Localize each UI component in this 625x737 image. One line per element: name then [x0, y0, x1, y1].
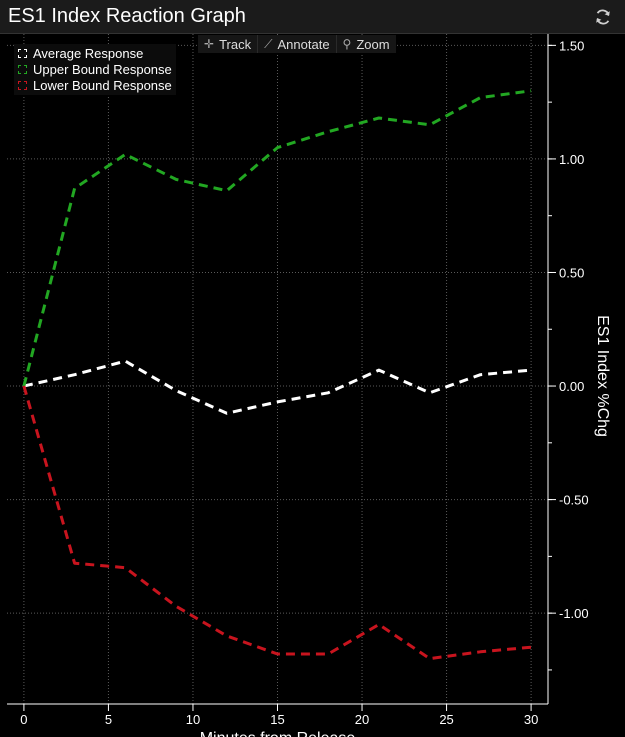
annotate-button[interactable]: ⟋ Annotate	[257, 35, 335, 53]
zoom-button[interactable]: ⚲ Zoom	[335, 35, 396, 53]
y-tick-label: 1.00	[559, 152, 584, 167]
y-tick-label: 0.00	[559, 379, 584, 394]
legend-item-lower[interactable]: Lower Bound Response	[18, 77, 172, 93]
chart-axes: 1.50 1.00 0.50 0.00 -0.50 -1.00 0 5 10 15 20 25 30 Mi…	[7, 34, 611, 737]
x-tick-label: 15	[270, 712, 284, 727]
crosshair-icon: ✛	[204, 37, 215, 51]
track-label: Track	[219, 36, 252, 52]
x-axis-label: Minutes from Release	[200, 730, 356, 737]
legend-label: Lower Bound Response	[33, 77, 172, 93]
magnifier-icon: ⚲	[342, 37, 352, 51]
window-title: ES1 Index Reaction Graph	[8, 5, 246, 27]
series-line-0	[23, 359, 532, 415]
legend-swatch-lower	[18, 80, 27, 90]
x-tick-label: 25	[439, 712, 453, 727]
x-tick-label: 10	[186, 712, 200, 727]
legend-item-average[interactable]: Average Response	[18, 45, 172, 61]
y-axis-label: ES1 Index %Chg	[594, 315, 611, 437]
legend-item-upper[interactable]: Upper Bound Response	[18, 61, 172, 77]
zoom-label: Zoom	[356, 36, 390, 52]
legend-label: Average Response	[33, 45, 144, 61]
y-tick-label: 1.50	[559, 38, 584, 53]
x-tick-label: 0	[20, 712, 27, 727]
legend-swatch-average	[18, 48, 27, 58]
y-tick-label: -0.50	[559, 493, 589, 508]
title-bar: ES1 Index Reaction Graph	[0, 0, 625, 34]
legend-swatch-upper	[18, 64, 27, 74]
chart-grid	[7, 34, 548, 704]
chart-toolbar: ✛ Track ⟋ Annotate ⚲ Zoom	[198, 35, 396, 53]
track-button[interactable]: ✛ Track	[198, 35, 257, 53]
chart-legend: Average Response Upper Bound Response Lo…	[14, 44, 176, 95]
series-line-2	[22, 385, 532, 661]
chart-series	[22, 89, 532, 661]
x-tick-label: 30	[524, 712, 538, 727]
series-line-1	[22, 89, 532, 387]
annotate-label: Annotate	[277, 36, 330, 52]
x-tick-label: 20	[355, 712, 369, 727]
legend-label: Upper Bound Response	[33, 61, 172, 77]
x-tick-label: 5	[105, 712, 112, 727]
y-tick-label: 0.50	[559, 265, 584, 280]
refresh-icon[interactable]	[593, 7, 613, 27]
pencil-icon: ⟋	[264, 36, 273, 51]
y-tick-label: -1.00	[559, 606, 589, 621]
